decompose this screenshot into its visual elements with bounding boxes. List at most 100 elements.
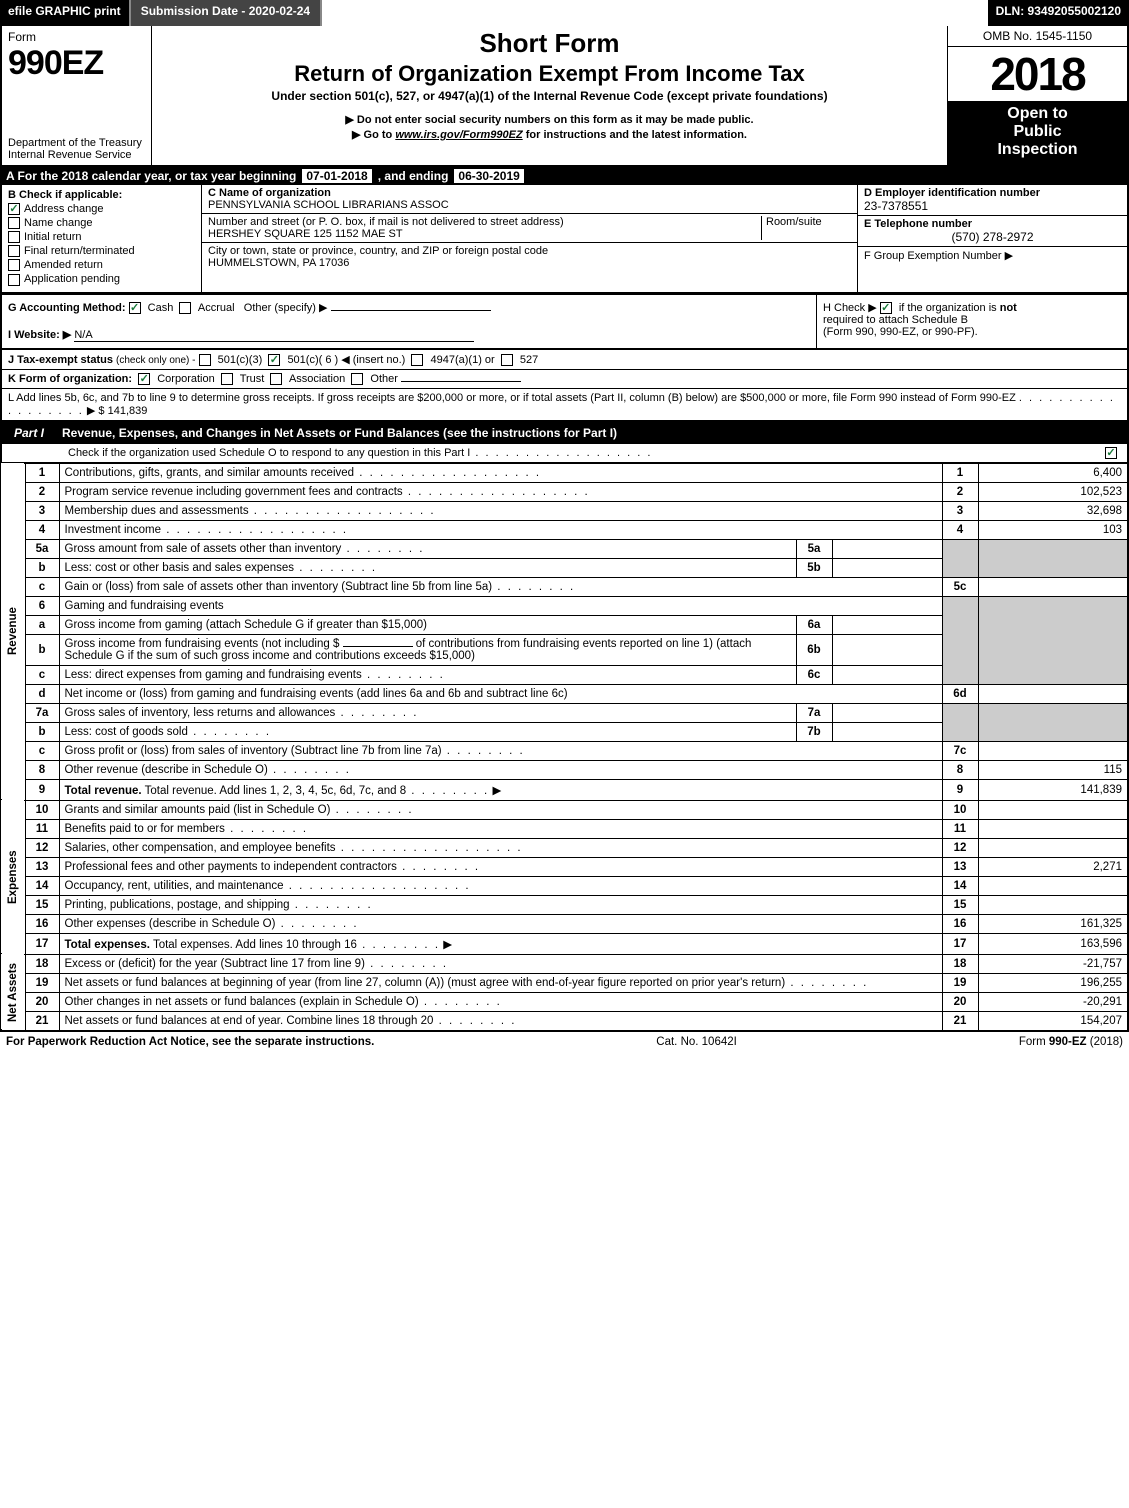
lr: 12 [942,838,978,857]
chk-trust[interactable] [221,373,233,385]
ln: 3 [25,501,59,520]
room-label: Room/suite [766,216,851,228]
lm: 6c [796,665,832,684]
la: 115 [978,760,1128,779]
row-j: J Tax-exempt status (check only one) - 5… [0,350,1129,370]
ld: Salaries, other compensation, and employ… [65,842,523,854]
group-exemption-label: F Group Exemption Number ▶ [864,249,1121,262]
irs-link[interactable]: www.irs.gov/Form990EZ [395,129,522,141]
lr: 16 [942,914,978,933]
lm: 6a [796,615,832,634]
chk-other-org[interactable] [351,373,363,385]
footer-left: For Paperwork Reduction Act Notice, see … [6,1036,374,1048]
shade-cell [942,596,978,684]
lbl-accrual: Accrual [198,302,235,314]
chk-name-change[interactable] [8,217,20,229]
form-header: Form 990EZ Department of the Treasury In… [0,26,1129,167]
form-title: Return of Organization Exempt From Incom… [158,61,941,87]
chk-h[interactable] [880,302,892,314]
ln: c [25,577,59,596]
info-grid: B Check if applicable: Address change Na… [0,185,1129,294]
la: -21,757 [978,954,1128,973]
la [978,876,1128,895]
ein-value: 23-7378551 [864,199,1121,213]
ssn-note: ▶ Do not enter social security numbers o… [158,113,941,126]
lr: 2 [942,482,978,501]
part1-check-line: Check if the organization used Schedule … [0,444,1129,463]
lr: 18 [942,954,978,973]
lmv [832,665,942,684]
ld: Printing, publications, postage, and shi… [65,899,373,911]
la: 103 [978,520,1128,539]
ld: Net assets or fund balances at beginning… [65,977,869,989]
ln: c [25,741,59,760]
chk-amended-return[interactable] [8,259,20,271]
table-row: 3 Membership dues and assessments 3 32,6… [1,501,1128,520]
lbl-501c3: 501(c)(3) [218,354,263,366]
ld: Gain or (loss) from sale of assets other… [65,581,576,593]
table-row: 15 Printing, publications, postage, and … [1,895,1128,914]
open-to-public: Open to Public Inspection [948,101,1127,165]
chk-cash[interactable] [129,302,141,314]
ln: 8 [25,760,59,779]
ld: Less: cost of goods sold [65,726,272,738]
ln: 19 [25,973,59,992]
ld: Less: direct expenses from gaming and fu… [65,669,445,681]
la: 161,325 [978,914,1128,933]
la: 163,596 [978,933,1128,954]
lbl-address-change: Address change [24,203,104,215]
side-netassets: Net Assets [1,954,25,1030]
chk-association[interactable] [270,373,282,385]
street-value: HERSHEY SQUARE 125 1152 MAE ST [208,228,753,240]
la [978,684,1128,703]
box-g: G Accounting Method: Cash Accrual Other … [2,295,817,348]
table-row: d Net income or (loss) from gaming and f… [1,684,1128,703]
chk-4947[interactable] [411,354,423,366]
chk-initial-return[interactable] [8,231,20,243]
ld: Other expenses (describe in Schedule O) [65,918,359,930]
ln: 21 [25,1011,59,1030]
lbl-corporation: Corporation [157,373,214,385]
goto-post: for instructions and the latest informat… [523,129,747,141]
la [978,741,1128,760]
ln: 17 [25,933,59,954]
ld: Less: cost or other basis and sales expe… [65,562,378,574]
ln: 13 [25,857,59,876]
chk-schedule-o[interactable] [1105,447,1117,459]
table-row: Expenses 10 Grants and similar amounts p… [1,800,1128,819]
j-label: J Tax-exempt status [8,354,113,366]
ld: Gross amount from sale of assets other t… [65,543,425,555]
chk-corporation[interactable] [138,373,150,385]
form-number: 990EZ [8,44,145,83]
box-def: D Employer identification number 23-7378… [857,185,1127,292]
la [978,838,1128,857]
lmv [832,539,942,558]
la: 6,400 [978,463,1128,482]
chk-final-return[interactable] [8,245,20,257]
la [978,895,1128,914]
ld: Investment income [65,524,349,536]
org-name-label: C Name of organization [208,187,851,199]
chk-address-change[interactable] [8,203,20,215]
ln: 16 [25,914,59,933]
ld: Other revenue (describe in Schedule O) [65,764,351,776]
j-small: (check only one) - [116,355,195,366]
ln: 18 [25,954,59,973]
part1-title: Revenue, Expenses, and Changes in Net As… [62,426,1121,440]
ld: Contributions, gifts, grants, and simila… [65,467,542,479]
chk-accrual[interactable] [179,302,191,314]
part1-label: Part I [8,424,50,442]
chk-501c[interactable] [268,354,280,366]
la [978,800,1128,819]
chk-527[interactable] [501,354,513,366]
chk-501c3[interactable] [199,354,211,366]
table-row: 7a Gross sales of inventory, less return… [1,703,1128,722]
k-label: K Form of organization: [8,373,132,385]
lr: 10 [942,800,978,819]
shade-cell [978,703,1128,741]
lbl-association: Association [289,373,345,385]
header-left: Form 990EZ Department of the Treasury In… [2,26,152,165]
lbl-name-change: Name change [24,217,93,229]
chk-application-pending[interactable] [8,274,20,286]
la: 141,839 [978,779,1128,800]
